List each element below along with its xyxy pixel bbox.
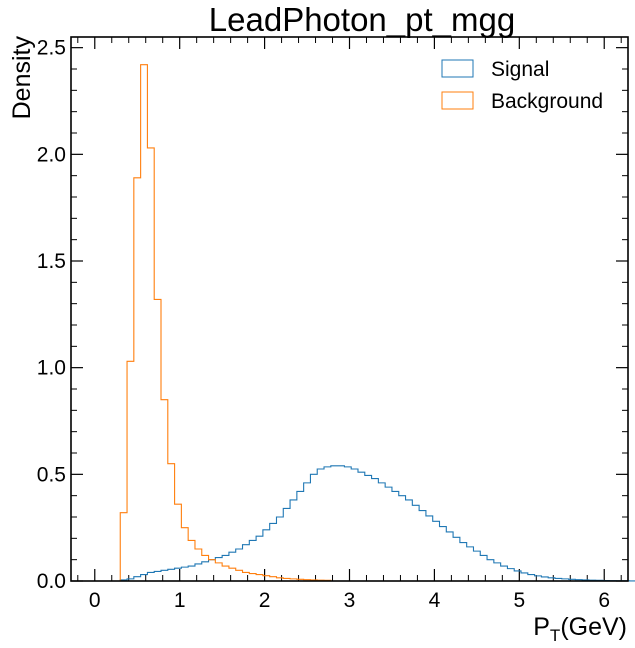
y-tick-label: 2.0 — [37, 143, 66, 166]
x-tick-label: 3 — [344, 589, 356, 612]
y-tick-label: 0.0 — [37, 570, 66, 593]
y-tick-label: 0.5 — [37, 463, 66, 486]
x-tick-label: 0 — [89, 589, 101, 612]
y-tick-label: 1.0 — [37, 357, 66, 380]
x-tick-label: 1 — [174, 589, 186, 612]
x-axis-label-sub: T — [550, 626, 560, 645]
legend: Signal Background — [441, 58, 603, 113]
series-layer — [119, 64, 635, 582]
y-axis-label: Density — [8, 36, 36, 120]
x-axis-label: PT(GeV) — [533, 613, 627, 645]
x-axis-label-rest: (GeV) — [560, 613, 627, 641]
x-tick-label: 6 — [598, 589, 610, 612]
x-tick-label: 5 — [513, 589, 525, 612]
y-tick-label: 2.5 — [37, 37, 66, 60]
x-tick-label: 4 — [429, 589, 441, 612]
series-background-step — [119, 64, 332, 581]
y-tick-label: 1.5 — [37, 250, 66, 273]
legend-label-background: Background — [491, 90, 603, 113]
legend-swatch-background — [441, 91, 474, 110]
chart-title: LeadPhoton_pt_mgg — [209, 1, 515, 38]
plot-frame — [70, 36, 629, 582]
series-signal-step — [119, 465, 635, 582]
legend-label-signal: Signal — [491, 58, 549, 81]
x-tick-label: 2 — [259, 589, 271, 612]
ticks-layer: 0 1 2 3 4 5 6 0.0 0.5 1.0 1.5 2.0 2.5 — [37, 37, 628, 612]
x-axis-label-main: P — [533, 613, 550, 641]
legend-swatch-signal — [441, 59, 474, 78]
